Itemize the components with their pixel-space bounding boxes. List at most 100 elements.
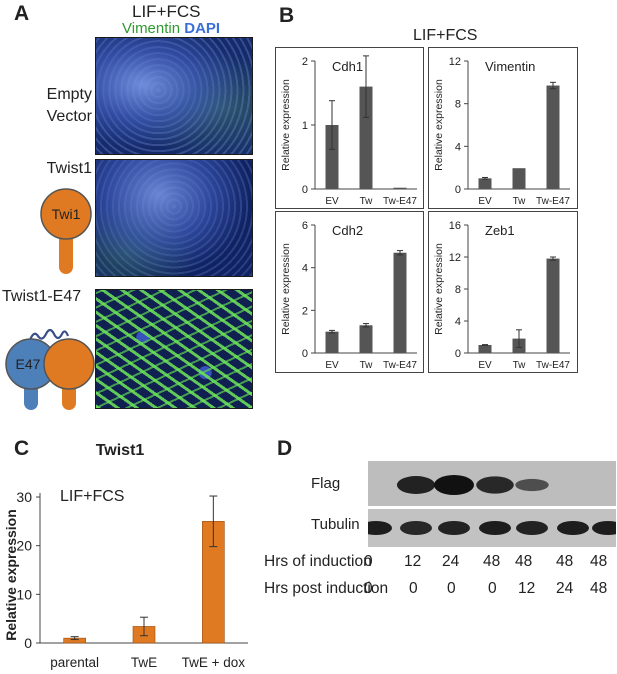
bar xyxy=(325,125,339,189)
twist1-head xyxy=(40,188,92,240)
panel-a-condition: LIF+FCS xyxy=(132,2,201,21)
hrs-induction-value: 12 xyxy=(404,553,422,570)
row-hrs-post-induction: Hrs post induction xyxy=(264,580,388,598)
y-tick-label: 30 xyxy=(16,489,32,505)
row-label-twist1-e47: Twist1-E47 xyxy=(2,288,82,305)
hrs-post-value: 24 xyxy=(556,580,574,597)
micrograph-twist1-e47 xyxy=(95,289,253,409)
chart-title: Vimentin xyxy=(485,59,535,74)
y-tick-label: 0 xyxy=(455,184,461,196)
x-tick-label: EV xyxy=(325,360,339,369)
panel-c-label: C xyxy=(14,437,30,460)
row-label-twist1: Twist1 xyxy=(46,160,92,177)
x-tick-label: Tw xyxy=(513,196,527,205)
chart-cdh2: Cdh2 Relative expression 0 2 4 6 EV Tw Tw-E47 xyxy=(280,220,417,369)
stain-dapi: DAPI xyxy=(184,20,221,37)
row-label-line1: Empty xyxy=(46,86,92,103)
x-tick-label: Tw-E47 xyxy=(383,360,417,369)
hrs-induction-value: 48 xyxy=(515,553,533,570)
row-label: Hrs post induction xyxy=(264,580,389,597)
bar xyxy=(546,258,560,353)
hrs-induction-value: 0 xyxy=(364,553,373,570)
x-tick-label: Tw xyxy=(513,360,527,369)
y-tick-label: 0 xyxy=(302,184,308,196)
x-tick-label: parental xyxy=(50,655,99,670)
tubulin-band xyxy=(368,521,392,535)
y-tick-label: 2 xyxy=(302,56,308,68)
panel-c-condition: LIF+FCS xyxy=(60,488,125,505)
y-tick-label: 10 xyxy=(16,586,32,602)
y-tick-label: 0 xyxy=(302,348,308,360)
row-label-empty-vector: Empty Vector xyxy=(0,84,92,128)
bar xyxy=(325,331,339,353)
flag-band xyxy=(434,475,474,495)
y-tick-label: 16 xyxy=(449,220,461,232)
hrs-induction-value: 48 xyxy=(556,553,574,570)
stain-vimentin: Vimentin xyxy=(122,20,181,37)
bar xyxy=(512,168,526,189)
panel-b-label: B xyxy=(279,4,295,27)
hrs-post-value: 0 xyxy=(364,580,373,597)
tubulin-band xyxy=(438,521,470,535)
chart-vimentin: Vimentin Relative expression 0 4 8 12 EV Tw Tw-E… xyxy=(433,56,570,205)
y-axis-label: Relative expression xyxy=(3,509,19,641)
blot-label-flag: Flag xyxy=(311,475,341,492)
blot-label-tubulin: Tubulin xyxy=(311,516,360,533)
induction-values-row-1: 0 12 24 48 48 48 48 xyxy=(364,553,614,573)
panel-a-label: A xyxy=(14,2,30,25)
bar xyxy=(546,85,560,189)
hrs-post-value: 0 xyxy=(488,580,497,597)
western-blot xyxy=(368,461,616,547)
tubulin-band xyxy=(479,521,511,535)
y-axis-label: Relative expression xyxy=(433,243,445,335)
flag-bands xyxy=(396,475,549,495)
chart-zeb1: Zeb1 Relative expression 0 4 8 12 16 EV Tw Tw-E47 xyxy=(433,220,570,369)
x-tick-label: Tw xyxy=(360,196,374,205)
twist1-e47-schematic: E47 xyxy=(5,328,95,410)
hrs-induction-value: 48 xyxy=(483,553,501,570)
flag-band xyxy=(515,478,549,492)
y-tick-label: 4 xyxy=(455,141,461,153)
bar xyxy=(359,325,373,353)
bar xyxy=(359,86,373,189)
hrs-induction-value: 48 xyxy=(590,553,608,570)
y-tick-label: 8 xyxy=(455,99,461,111)
micrograph-twist1 xyxy=(95,159,253,277)
chart-title: Cdh1 xyxy=(332,59,363,74)
chart-title: Cdh2 xyxy=(332,223,363,238)
twist1-head-2 xyxy=(43,338,95,390)
twist1-protein-label: Twi1 xyxy=(52,206,81,222)
linker-icon xyxy=(28,328,70,341)
y-tick-label: 8 xyxy=(455,284,461,296)
y-tick-label: 0 xyxy=(455,348,461,360)
x-tick-label: Tw-E47 xyxy=(536,360,570,369)
induction-values-row-2: 0 0 0 0 12 24 48 xyxy=(364,580,614,600)
bar xyxy=(478,178,492,189)
y-axis-label: Relative expression xyxy=(433,79,445,171)
x-tick-label: Tw-E47 xyxy=(536,196,570,205)
y-tick-label: 2 xyxy=(302,305,308,317)
bar xyxy=(478,345,492,353)
panel-a-stain-legend: Vimentin DAPI xyxy=(122,20,220,37)
row-label-line2: Vector xyxy=(46,108,92,125)
hrs-induction-value: 24 xyxy=(442,553,460,570)
e47-protein-label: E47 xyxy=(16,356,41,372)
y-tick-label: 20 xyxy=(16,538,32,554)
hrs-post-value: 12 xyxy=(518,580,536,597)
row-hrs-induction: Hrs of induction xyxy=(264,553,372,571)
bar xyxy=(393,187,407,189)
chart-twist1: Twist1 Relative expression 0 10 20 30 parental… xyxy=(3,442,248,670)
row-label: Hrs of induction xyxy=(264,553,372,570)
tubulin-band xyxy=(592,521,616,535)
y-axis-label: Relative expression xyxy=(280,243,292,335)
x-tick-label: Tw-E47 xyxy=(383,196,417,205)
x-tick-label: TwE + dox xyxy=(182,655,246,670)
panel-b-condition: LIF+FCS xyxy=(413,27,478,44)
hrs-post-value: 0 xyxy=(409,580,418,597)
y-tick-label: 1 xyxy=(302,120,308,132)
y-tick-label: 4 xyxy=(302,263,308,275)
twist1-stalk xyxy=(59,232,73,274)
flag-band xyxy=(476,476,514,494)
bar xyxy=(393,252,407,353)
tubulin-band xyxy=(400,521,432,535)
